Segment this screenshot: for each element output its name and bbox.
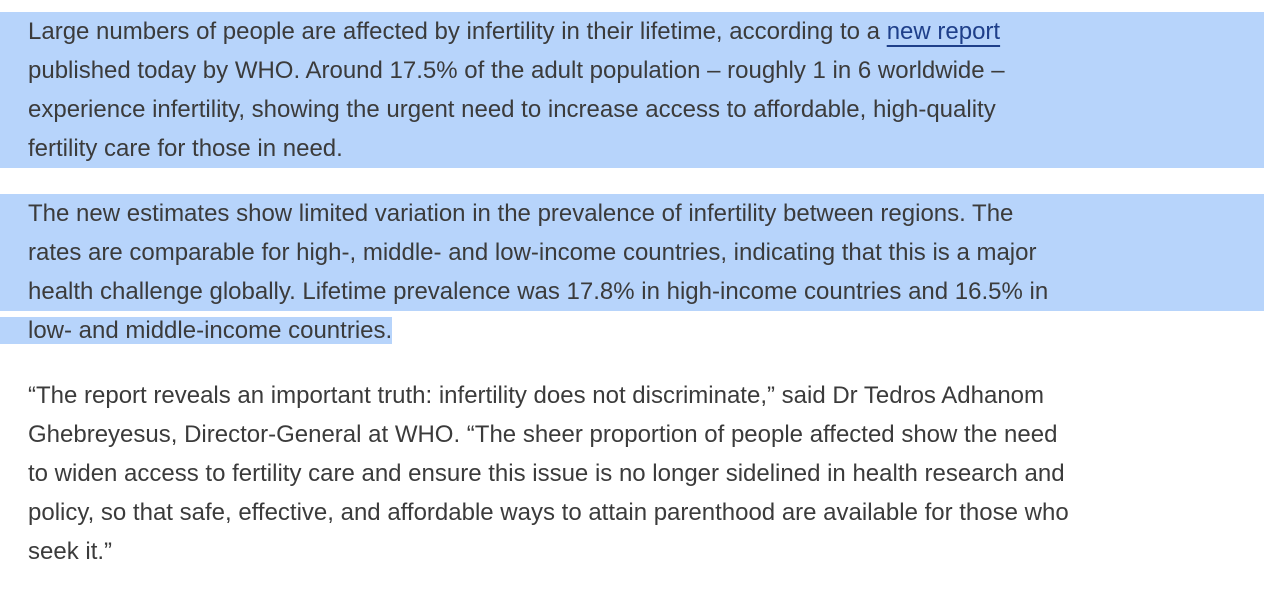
text-segment: health challenge globally. Lifetime prev… bbox=[28, 278, 1049, 305]
paragraph-regional-estimates: The new estimates show limited variation… bbox=[0, 194, 1264, 350]
text-segment: policy, so that safe, effective, and aff… bbox=[28, 499, 1069, 526]
text-line: seek it.” bbox=[28, 532, 1238, 571]
paragraph-quote: “The report reveals an important truth: … bbox=[28, 376, 1238, 571]
text-line: published today by WHO. Around 17.5% of … bbox=[0, 51, 1264, 90]
text-segment: fertility care for those in need. bbox=[28, 135, 343, 162]
paragraph-intro: Large numbers of people are affected by … bbox=[0, 12, 1264, 168]
text-segment: published today by WHO. Around 17.5% of … bbox=[28, 57, 1005, 84]
article-body: Large numbers of people are affected by … bbox=[0, 12, 1264, 597]
text-line: policy, so that safe, effective, and aff… bbox=[28, 493, 1238, 532]
text-line: health challenge globally. Lifetime prev… bbox=[0, 272, 1264, 311]
text-line: The new estimates show limited variation… bbox=[0, 194, 1264, 233]
text-line: “The report reveals an important truth: … bbox=[28, 376, 1238, 415]
text-line: low- and middle-income countries. bbox=[0, 311, 1264, 350]
text-segment: seek it.” bbox=[28, 538, 113, 565]
new-report-link[interactable]: new report bbox=[886, 18, 1001, 45]
text-line: fertility care for those in need. bbox=[0, 129, 1264, 168]
text-line: Ghebreyesus, Director-General at WHO. “T… bbox=[28, 415, 1238, 454]
text-line: rates are comparable for high-, middle- … bbox=[0, 233, 1264, 272]
text-segment: Ghebreyesus, Director-General at WHO. “T… bbox=[28, 421, 1058, 448]
text-segment: experience infertility, showing the urge… bbox=[28, 96, 996, 123]
text-segment: Large numbers of people are affected by … bbox=[28, 18, 887, 45]
text-segment: The new estimates show limited variation… bbox=[28, 200, 1014, 227]
text-segment: “The report reveals an important truth: … bbox=[28, 382, 1045, 409]
text-line: to widen access to fertility care and en… bbox=[28, 454, 1238, 493]
text-segment: rates are comparable for high-, middle- … bbox=[28, 239, 1037, 266]
text-line: Large numbers of people are affected by … bbox=[0, 12, 1264, 51]
text-line: experience infertility, showing the urge… bbox=[0, 90, 1264, 129]
text-segment: to widen access to fertility care and en… bbox=[28, 460, 1065, 487]
text-segment: low- and middle-income countries. bbox=[0, 317, 393, 344]
